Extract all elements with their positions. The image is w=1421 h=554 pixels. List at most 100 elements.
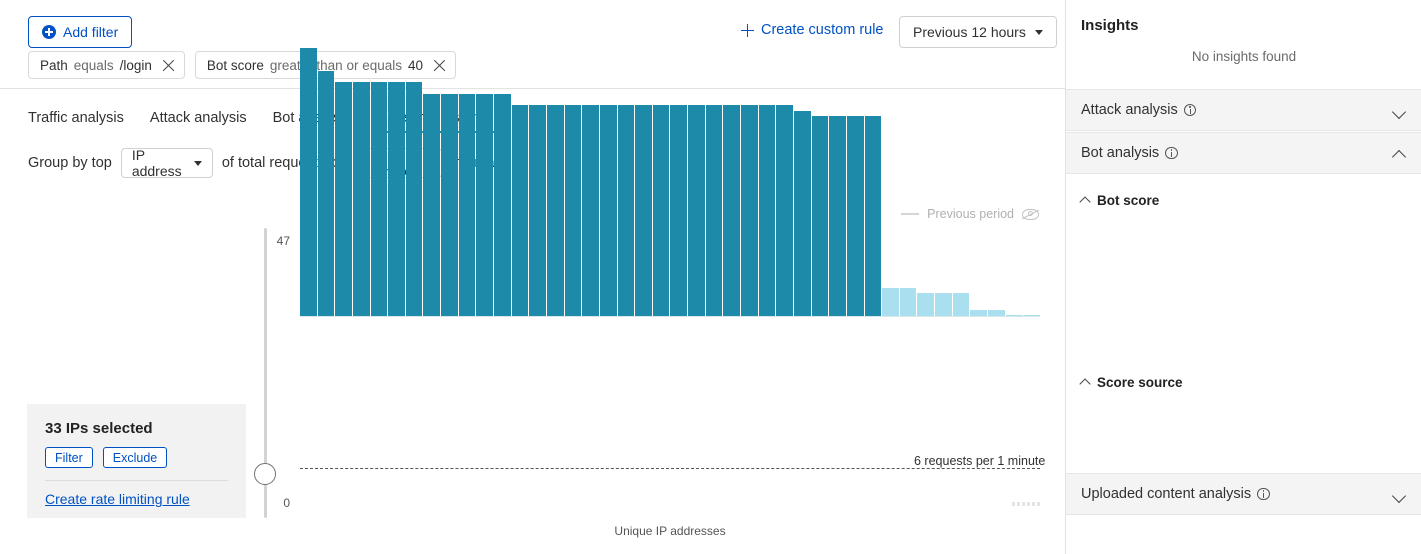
insights-panel: Insights No insights found Attack analys… bbox=[1065, 0, 1421, 554]
chip-field: Path bbox=[40, 57, 68, 73]
bar[interactable] bbox=[458, 93, 476, 316]
selection-popup: 33 IPs selected Filter Exclude Create ra… bbox=[27, 404, 246, 518]
bar[interactable] bbox=[405, 82, 423, 316]
bar[interactable] bbox=[564, 105, 582, 316]
bar[interactable] bbox=[494, 93, 511, 316]
selection-slider-track[interactable] bbox=[264, 228, 267, 518]
bar[interactable] bbox=[1023, 315, 1040, 316]
selection-slider-handle[interactable] bbox=[254, 463, 276, 485]
y-axis-max-label: 47 bbox=[276, 234, 290, 248]
info-icon[interactable] bbox=[1183, 103, 1197, 117]
bar[interactable] bbox=[388, 82, 405, 316]
create-rate-limiting-rule-link[interactable]: Create rate limiting rule bbox=[45, 491, 190, 507]
dimension-value: IP address bbox=[131, 147, 182, 179]
bar[interactable] bbox=[723, 105, 741, 316]
info-icon[interactable] bbox=[1165, 146, 1178, 160]
chevron-up-icon bbox=[1081, 196, 1090, 205]
chart-legend: Previous period bbox=[901, 207, 1040, 221]
legend-swatch bbox=[901, 213, 920, 215]
bar[interactable] bbox=[352, 82, 370, 316]
bar[interactable] bbox=[758, 105, 776, 316]
create-custom-rule-button[interactable]: Create custom rule bbox=[741, 22, 884, 38]
create-custom-rule-label: Create custom rule bbox=[761, 22, 884, 38]
section-attack-analysis[interactable]: Attack analysis bbox=[1066, 89, 1421, 131]
threshold-label: 6 requests per 1 minute bbox=[914, 454, 1046, 468]
bar[interactable] bbox=[741, 105, 758, 316]
chevron-up-icon bbox=[1081, 378, 1090, 387]
bar[interactable] bbox=[705, 105, 723, 316]
chip-field: Bot score bbox=[206, 57, 264, 73]
bar[interactable] bbox=[652, 105, 670, 316]
bar[interactable] bbox=[546, 105, 564, 316]
tab-traffic-analysis[interactable]: Traffic analysis bbox=[28, 110, 124, 126]
time-range-selector[interactable]: Previous 12 hours bbox=[899, 16, 1057, 48]
close-icon[interactable] bbox=[162, 59, 175, 72]
bar[interactable] bbox=[864, 116, 882, 316]
chip-operator: equals bbox=[73, 57, 114, 73]
bar[interactable] bbox=[635, 105, 652, 316]
section-bot-analysis[interactable]: Bot analysis bbox=[1066, 132, 1421, 174]
section-label: Bot analysis bbox=[1081, 145, 1160, 161]
bar[interactable] bbox=[441, 93, 458, 316]
bar[interactable] bbox=[935, 293, 952, 316]
info-icon[interactable] bbox=[1257, 487, 1270, 501]
plus-circle-icon bbox=[42, 25, 56, 39]
bar[interactable] bbox=[511, 105, 529, 316]
tab-attack-analysis[interactable]: Attack analysis bbox=[149, 110, 247, 126]
subsection-score-source[interactable]: Score source bbox=[1081, 375, 1183, 390]
exclude-button[interactable]: Exclude bbox=[102, 447, 168, 468]
subsection-label: Score source bbox=[1097, 375, 1183, 390]
section-label: Attack analysis bbox=[1081, 102, 1178, 118]
time-range-value: Previous 12 hours bbox=[913, 24, 1026, 40]
chevron-up-icon bbox=[1393, 147, 1406, 160]
main-content: Add filter Path equals /login Bot score … bbox=[0, 0, 1065, 554]
bar[interactable] bbox=[300, 48, 317, 316]
group-by-prefix-label: Group by top bbox=[28, 155, 112, 171]
bar[interactable] bbox=[970, 310, 987, 316]
bar[interactable] bbox=[335, 82, 352, 316]
add-filter-label: Add filter bbox=[63, 24, 119, 40]
bar[interactable] bbox=[688, 105, 705, 316]
bar[interactable] bbox=[1005, 315, 1023, 316]
divider bbox=[45, 480, 228, 481]
bar[interactable] bbox=[476, 93, 494, 316]
legend-label: Previous period bbox=[927, 207, 1014, 221]
bar[interactable] bbox=[882, 287, 899, 316]
bar[interactable] bbox=[987, 310, 1005, 316]
plus-icon bbox=[741, 23, 754, 37]
bar[interactable] bbox=[776, 105, 793, 316]
selection-actions: Filter Exclude bbox=[45, 447, 228, 468]
add-filter-button[interactable]: Add filter bbox=[28, 16, 133, 48]
bar[interactable] bbox=[599, 105, 617, 316]
bar[interactable] bbox=[917, 293, 935, 316]
eye-off-icon[interactable] bbox=[1021, 208, 1040, 220]
bar[interactable] bbox=[670, 105, 688, 316]
filter-button[interactable]: Filter bbox=[45, 447, 93, 468]
subsection-bot-score[interactable]: Bot score bbox=[1081, 193, 1159, 208]
bar[interactable] bbox=[829, 116, 846, 316]
bar[interactable] bbox=[899, 287, 917, 316]
bar[interactable] bbox=[846, 116, 864, 316]
bar[interactable] bbox=[317, 70, 335, 316]
chip-value: /login bbox=[119, 57, 152, 73]
bar[interactable] bbox=[617, 105, 635, 316]
previous-period-trace bbox=[1012, 502, 1040, 506]
subsection-label: Bot score bbox=[1097, 193, 1160, 208]
bar[interactable] bbox=[582, 105, 599, 316]
x-axis-baseline bbox=[300, 316, 1040, 317]
chevron-down-icon bbox=[193, 160, 202, 166]
chevron-down-icon bbox=[1393, 104, 1406, 117]
chip-value: 40 bbox=[407, 57, 424, 73]
bar[interactable] bbox=[952, 293, 970, 316]
section-uploaded-content-analysis[interactable]: Uploaded content analysis bbox=[1066, 473, 1421, 515]
bar[interactable] bbox=[529, 105, 546, 316]
panel-title: Insights bbox=[1081, 17, 1139, 34]
bar[interactable] bbox=[370, 82, 388, 316]
filter-chip-path[interactable]: Path equals /login bbox=[28, 51, 185, 79]
bar[interactable] bbox=[793, 110, 811, 316]
dimension-select[interactable]: IP address bbox=[120, 147, 213, 179]
chevron-down-icon bbox=[1393, 488, 1406, 501]
bar[interactable] bbox=[423, 93, 441, 316]
bar[interactable] bbox=[811, 116, 829, 316]
